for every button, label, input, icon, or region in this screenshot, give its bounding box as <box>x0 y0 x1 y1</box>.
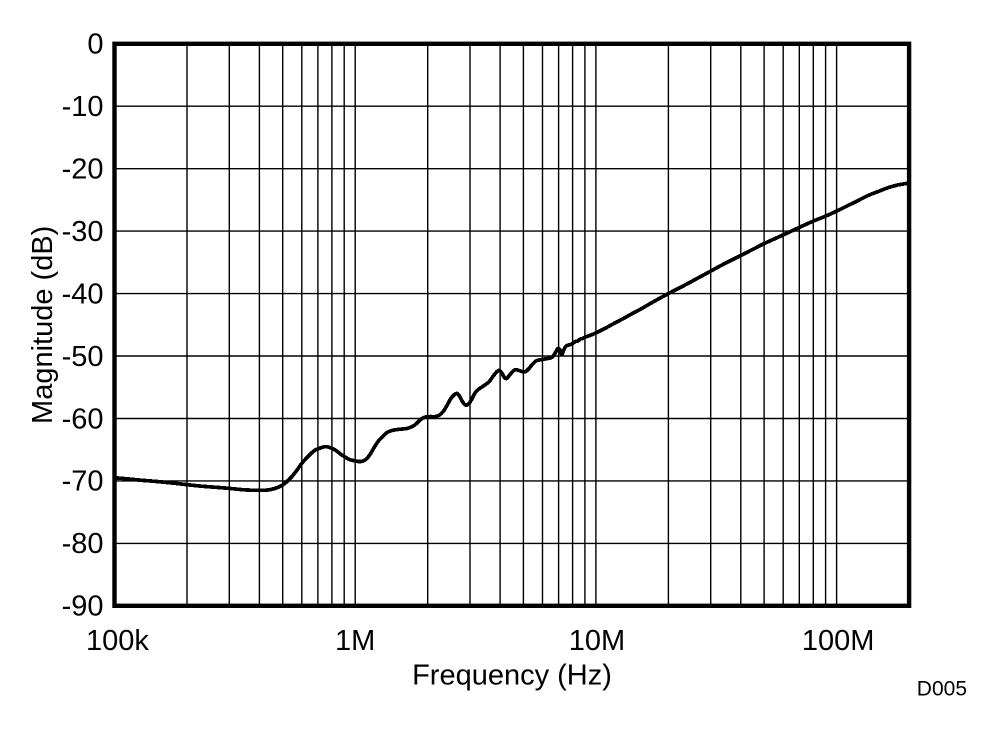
svg-text:Frequency (Hz): Frequency (Hz) <box>412 659 612 691</box>
svg-text:1M: 1M <box>335 625 375 657</box>
svg-text:-40: -40 <box>62 278 104 310</box>
svg-text:10M: 10M <box>569 625 625 657</box>
svg-text:Magnitude (dB): Magnitude (dB) <box>27 226 59 424</box>
svg-text:0: 0 <box>87 29 103 61</box>
svg-text:-80: -80 <box>62 528 104 560</box>
svg-text:100M: 100M <box>802 625 875 657</box>
svg-text:-70: -70 <box>62 466 104 498</box>
svg-text:-60: -60 <box>62 403 104 435</box>
svg-text:-90: -90 <box>62 591 104 623</box>
svg-text:-20: -20 <box>62 154 104 186</box>
svg-text:-50: -50 <box>62 341 104 373</box>
svg-text:-30: -30 <box>62 216 104 248</box>
svg-text:-10: -10 <box>62 91 104 123</box>
svg-text:100k: 100k <box>86 625 149 657</box>
svg-text:D005: D005 <box>917 677 967 700</box>
